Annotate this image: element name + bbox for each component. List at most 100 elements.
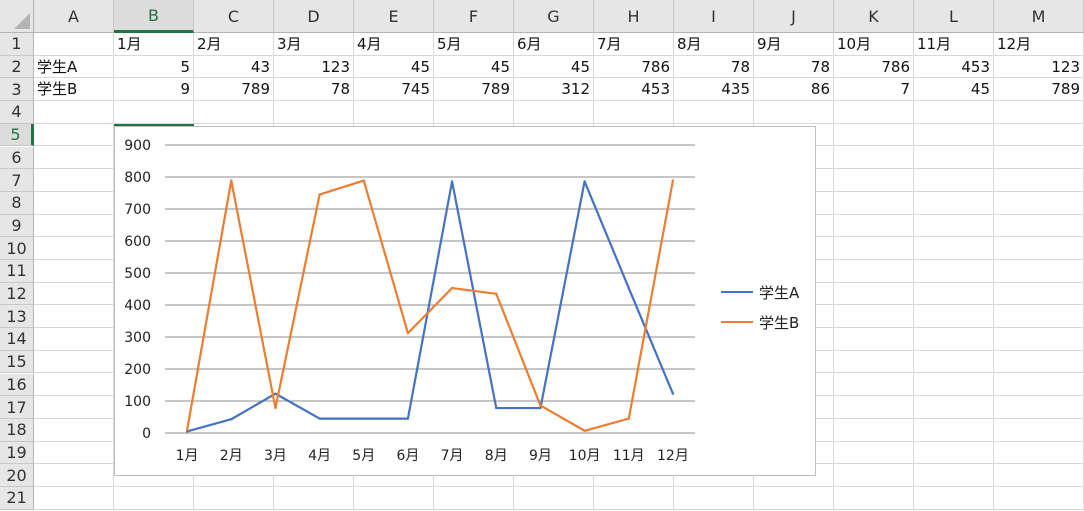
- cell-k7[interactable]: [834, 169, 914, 192]
- cell-l19[interactable]: [914, 441, 994, 465]
- cell-a10[interactable]: [34, 237, 114, 260]
- row-header-19[interactable]: 19: [0, 441, 34, 465]
- row-header-4[interactable]: 4: [0, 101, 34, 124]
- cell-a13[interactable]: [34, 305, 114, 329]
- cell-k4[interactable]: [834, 101, 914, 124]
- line-chart[interactable]: 0 100 200 300 400 500 600 700 800 900 1月 2月 3月 4月 5月 6月…: [114, 126, 816, 476]
- cell-j21[interactable]: [754, 487, 834, 510]
- row-header-11[interactable]: 11: [0, 260, 34, 283]
- column-header-k[interactable]: K: [834, 0, 914, 33]
- column-header-j[interactable]: J: [754, 0, 834, 33]
- cell-c3[interactable]: 789: [194, 78, 274, 102]
- cell-g21[interactable]: [514, 487, 594, 510]
- cell-l17[interactable]: [914, 396, 994, 419]
- cell-k21[interactable]: [834, 487, 914, 510]
- column-header-b[interactable]: B: [114, 0, 194, 33]
- cell-g3[interactable]: 312: [514, 78, 594, 102]
- cell-k13[interactable]: [834, 305, 914, 329]
- cell-a11[interactable]: [34, 260, 114, 283]
- column-header-g[interactable]: G: [514, 0, 594, 33]
- cell-a3[interactable]: 学生B: [34, 78, 114, 102]
- cell-a19[interactable]: [34, 441, 114, 465]
- cell-g2[interactable]: 45: [514, 55, 594, 79]
- cell-l21[interactable]: [914, 487, 994, 510]
- cell-d21[interactable]: [274, 487, 354, 510]
- cell-a5[interactable]: [34, 123, 114, 147]
- cell-k14[interactable]: [834, 328, 914, 351]
- cell-f2[interactable]: 45: [434, 55, 514, 79]
- cell-e2[interactable]: 45: [354, 55, 434, 79]
- cell-l18[interactable]: [914, 418, 994, 442]
- column-header-l[interactable]: L: [914, 0, 994, 33]
- cell-k18[interactable]: [834, 418, 914, 442]
- cell-l11[interactable]: [914, 260, 994, 283]
- cell-d3[interactable]: 78: [274, 78, 354, 102]
- cell-k12[interactable]: [834, 282, 914, 306]
- cell-m1[interactable]: 12月: [994, 33, 1084, 56]
- cell-k17[interactable]: [834, 396, 914, 419]
- row-header-5[interactable]: 5: [0, 123, 34, 147]
- cell-l2[interactable]: 453: [914, 55, 994, 79]
- row-header-7[interactable]: 7: [0, 169, 34, 192]
- cell-l8[interactable]: [914, 191, 994, 215]
- cell-a1[interactable]: [34, 33, 114, 56]
- column-header-i[interactable]: I: [674, 0, 754, 33]
- cell-b1[interactable]: 1月: [114, 33, 194, 56]
- cell-j1[interactable]: 9月: [754, 33, 834, 56]
- cell-h4[interactable]: [594, 101, 674, 124]
- cell-h1[interactable]: 7月: [594, 33, 674, 56]
- cell-m14[interactable]: [994, 328, 1084, 351]
- cell-a6[interactable]: [34, 146, 114, 170]
- cell-k11[interactable]: [834, 260, 914, 283]
- cell-i2[interactable]: 78: [674, 55, 754, 79]
- cell-j2[interactable]: 78: [754, 55, 834, 79]
- cell-m19[interactable]: [994, 441, 1084, 465]
- cell-h3[interactable]: 453: [594, 78, 674, 102]
- row-header-15[interactable]: 15: [0, 350, 34, 374]
- cell-e3[interactable]: 745: [354, 78, 434, 102]
- cell-k3[interactable]: 7: [834, 78, 914, 102]
- cell-a12[interactable]: [34, 282, 114, 306]
- cell-m8[interactable]: [994, 191, 1084, 215]
- cell-a2[interactable]: 学生A: [34, 55, 114, 79]
- cell-m5[interactable]: [994, 123, 1084, 147]
- cell-m12[interactable]: [994, 282, 1084, 306]
- row-header-6[interactable]: 6: [0, 146, 34, 170]
- row-header-8[interactable]: 8: [0, 191, 34, 215]
- cell-l9[interactable]: [914, 214, 994, 238]
- column-header-e[interactable]: E: [354, 0, 434, 33]
- cell-m2[interactable]: 123: [994, 55, 1084, 79]
- cell-g1[interactable]: 6月: [514, 33, 594, 56]
- cell-l7[interactable]: [914, 169, 994, 192]
- cell-c21[interactable]: [194, 487, 274, 510]
- cell-e21[interactable]: [354, 487, 434, 510]
- cell-k19[interactable]: [834, 441, 914, 465]
- row-header-18[interactable]: 18: [0, 418, 34, 442]
- cell-m11[interactable]: [994, 260, 1084, 283]
- cell-i3[interactable]: 435: [674, 78, 754, 102]
- cell-f21[interactable]: [434, 487, 514, 510]
- cell-k1[interactable]: 10月: [834, 33, 914, 56]
- cell-c1[interactable]: 2月: [194, 33, 274, 56]
- cell-l13[interactable]: [914, 305, 994, 329]
- row-header-9[interactable]: 9: [0, 214, 34, 238]
- cell-m7[interactable]: [994, 169, 1084, 192]
- cell-l15[interactable]: [914, 350, 994, 374]
- cell-m18[interactable]: [994, 418, 1084, 442]
- cell-m6[interactable]: [994, 146, 1084, 170]
- cell-e4[interactable]: [354, 101, 434, 124]
- cell-b21[interactable]: [114, 487, 194, 510]
- cell-l1[interactable]: 11月: [914, 33, 994, 56]
- cell-b2[interactable]: 5: [114, 55, 194, 79]
- cell-l16[interactable]: [914, 373, 994, 397]
- cell-m4[interactable]: [994, 101, 1084, 124]
- cell-a21[interactable]: [34, 487, 114, 510]
- cell-k2[interactable]: 786: [834, 55, 914, 79]
- cell-e1[interactable]: 4月: [354, 33, 434, 56]
- cell-g4[interactable]: [514, 101, 594, 124]
- column-header-a[interactable]: A: [34, 0, 114, 33]
- column-header-d[interactable]: D: [274, 0, 354, 33]
- cell-k20[interactable]: [834, 464, 914, 487]
- cell-l12[interactable]: [914, 282, 994, 306]
- cell-a15[interactable]: [34, 350, 114, 374]
